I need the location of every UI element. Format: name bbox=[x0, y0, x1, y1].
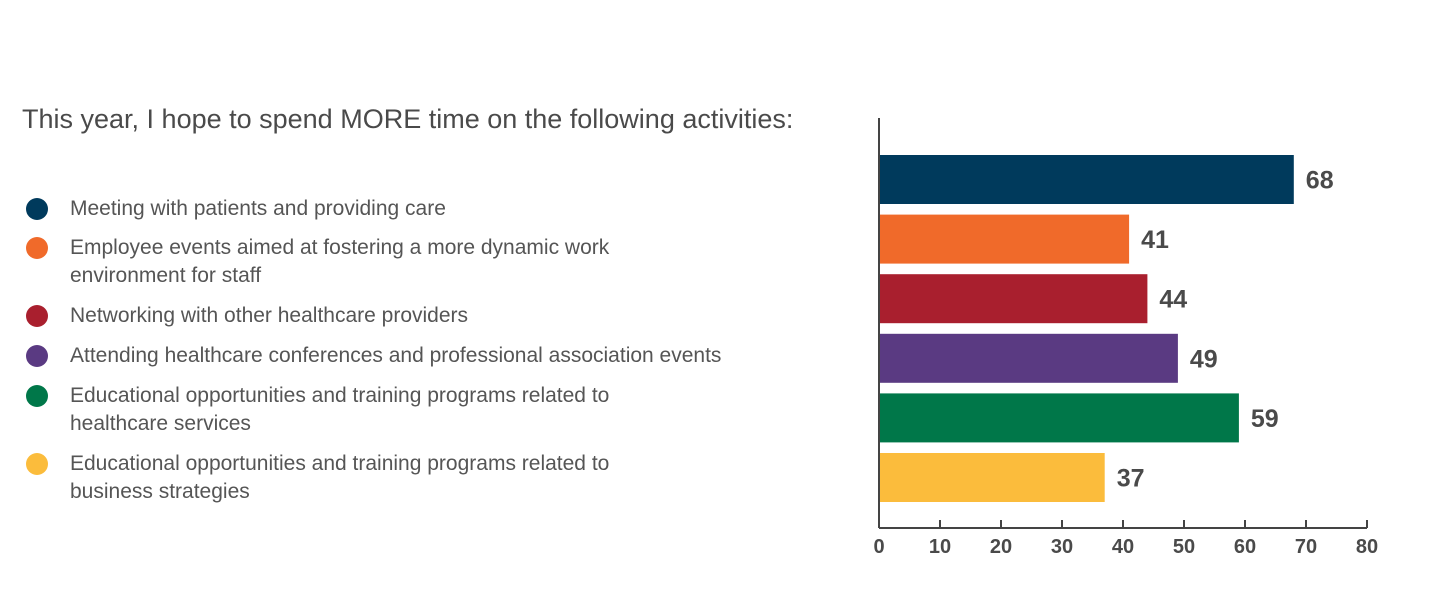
legend-marker bbox=[26, 198, 48, 220]
bar-value-label: 41 bbox=[1141, 226, 1169, 254]
legend: Meeting with patients and providing care… bbox=[26, 0, 826, 598]
chart-title: This year, I hope to spend MORE time on … bbox=[22, 104, 794, 134]
bar-value-label: 68 bbox=[1306, 167, 1334, 195]
bar-value-label: 49 bbox=[1190, 345, 1218, 373]
bar-value-label: 37 bbox=[1117, 465, 1145, 493]
legend-label: Meeting with patients and providing care bbox=[70, 197, 446, 220]
legend-marker bbox=[26, 453, 48, 475]
bar bbox=[880, 214, 1130, 264]
legend-marker bbox=[26, 305, 48, 327]
legend-label: Educational opportunities and training p… bbox=[70, 384, 610, 435]
x-tick-label: 30 bbox=[1051, 536, 1073, 558]
legend-label: Educational opportunities and training p… bbox=[70, 452, 610, 503]
x-tick-label: 20 bbox=[990, 536, 1012, 558]
x-tick-label: 80 bbox=[1356, 536, 1378, 558]
x-tick-label: 70 bbox=[1295, 536, 1317, 558]
bar bbox=[880, 274, 1148, 324]
bar-value-label: 44 bbox=[1159, 286, 1187, 314]
legend-marker bbox=[26, 385, 48, 407]
legend-marker bbox=[26, 237, 48, 259]
bar bbox=[880, 155, 1294, 204]
legend-label: Attending healthcare conferences and pro… bbox=[70, 344, 722, 367]
x-tick-label: 50 bbox=[1173, 536, 1195, 558]
x-tick-label: 40 bbox=[1112, 536, 1134, 558]
x-tick-label: 60 bbox=[1234, 536, 1256, 558]
x-tick-label: 10 bbox=[929, 536, 951, 558]
legend-label: Employee events aimed at fostering a mor… bbox=[70, 236, 610, 287]
bar bbox=[880, 393, 1239, 443]
bar-value-label: 59 bbox=[1251, 405, 1279, 433]
legend-marker bbox=[26, 345, 48, 367]
legend-label: Networking with other healthcare provide… bbox=[70, 304, 469, 327]
x-tick-label: 0 bbox=[873, 536, 884, 558]
bar bbox=[880, 453, 1105, 502]
bar bbox=[880, 333, 1178, 383]
